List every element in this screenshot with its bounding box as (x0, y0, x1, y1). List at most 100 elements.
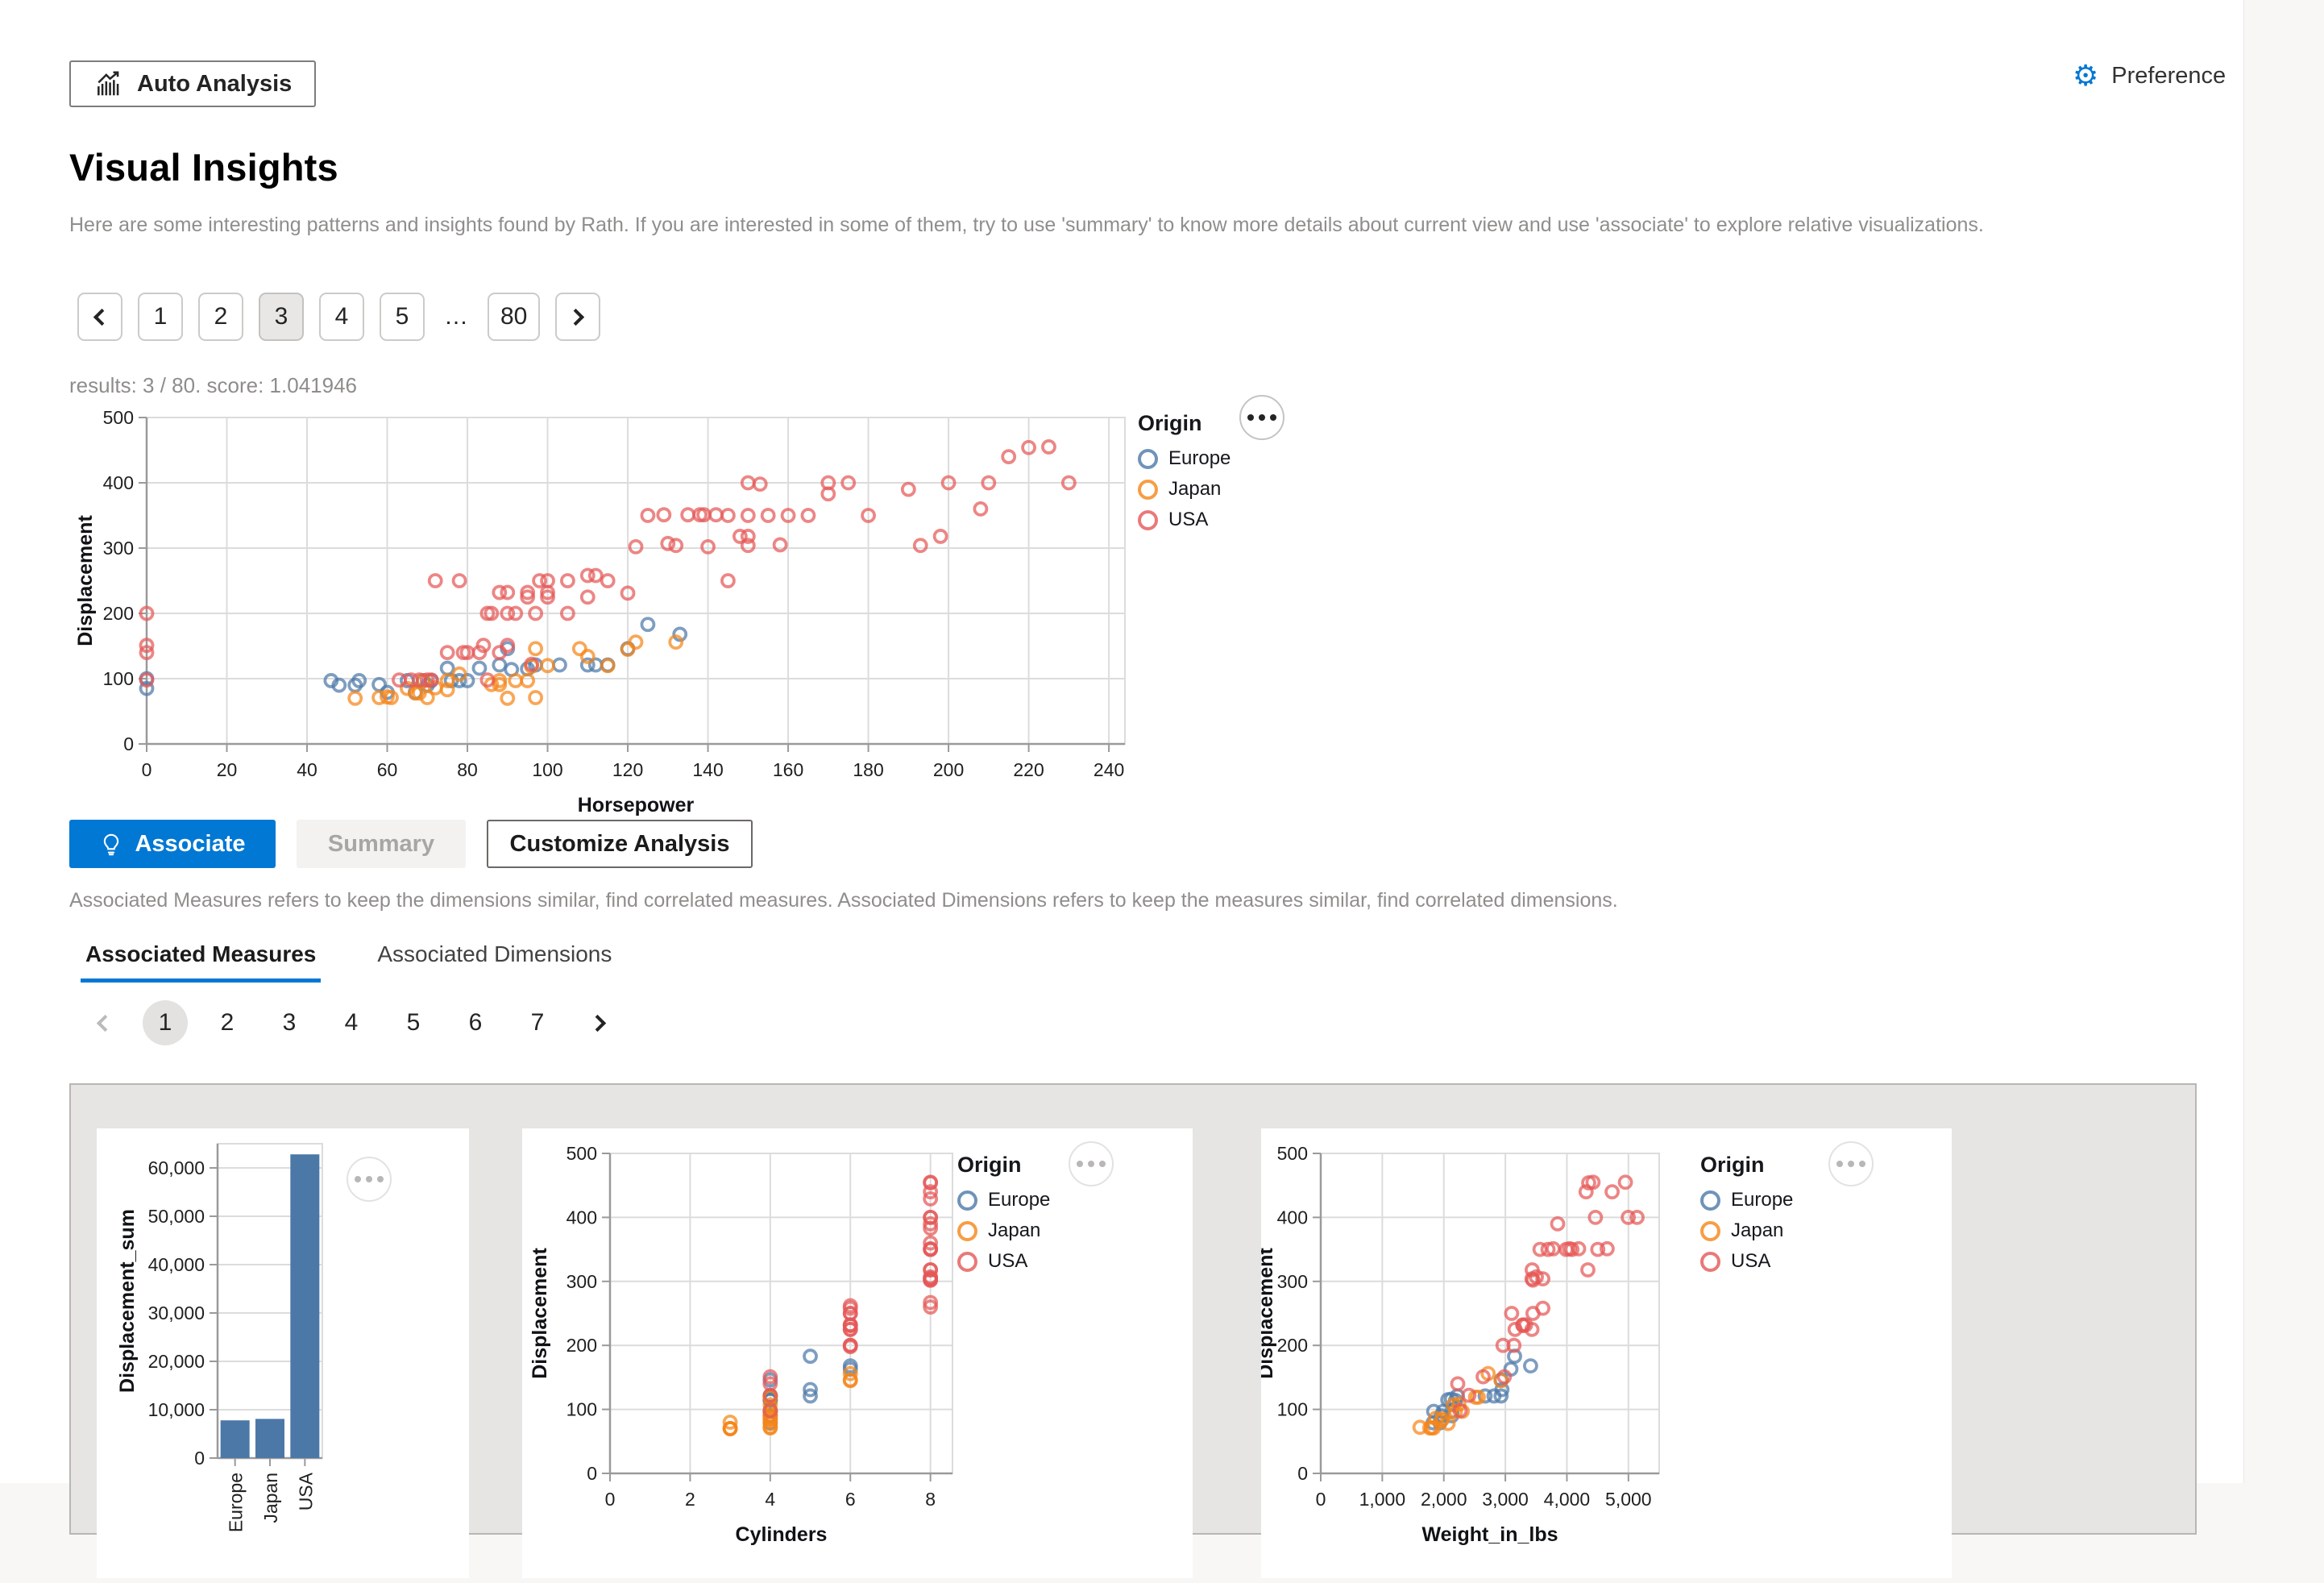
legend-label: USA (1168, 509, 1209, 530)
legend-ring-icon (1138, 479, 1158, 500)
svg-text:300: 300 (566, 1271, 597, 1292)
svg-text:8: 8 (925, 1489, 936, 1510)
svg-text:500: 500 (1277, 1143, 1308, 1164)
svg-text:0: 0 (1297, 1463, 1308, 1484)
page-button-80[interactable]: 80 (488, 293, 541, 341)
svg-text:80: 80 (457, 759, 478, 780)
svg-text:Displacement: Displacement (74, 515, 97, 646)
svg-text:0: 0 (1316, 1489, 1326, 1510)
origin-legend: Origin Europe Japan USA (1700, 1153, 1793, 1281)
chevron-left-icon (93, 308, 111, 326)
svg-text:120: 120 (612, 759, 643, 780)
chevron-right-icon (588, 1014, 607, 1032)
svg-text:3,000: 3,000 (1482, 1489, 1529, 1510)
svg-text:5,000: 5,000 (1605, 1489, 1652, 1510)
page-button-2[interactable]: 2 (198, 293, 243, 341)
legend-title: Origin (957, 1153, 1022, 1177)
preference-label: Preference (2111, 62, 2226, 89)
svg-text:1,000: 1,000 (1359, 1489, 1406, 1510)
svg-text:200: 200 (566, 1335, 597, 1356)
svg-text:4: 4 (765, 1489, 775, 1510)
page-button-4[interactable]: 4 (319, 293, 364, 341)
tab-associated-measures[interactable]: Associated Measures (81, 937, 322, 983)
svg-text:0: 0 (142, 759, 152, 780)
legend-title: Origin (1700, 1153, 1765, 1177)
legend-item[interactable]: USA (1138, 509, 1230, 531)
svg-text:400: 400 (103, 472, 134, 493)
dot-icon (1247, 414, 1254, 421)
summary-label: Summary (327, 830, 435, 857)
dot-icon (1099, 1161, 1106, 1167)
page-button-2[interactable]: 2 (220, 1009, 234, 1036)
legend-item[interactable]: Japan (957, 1219, 1050, 1242)
page-button-5[interactable]: 5 (406, 1009, 421, 1036)
svg-text:500: 500 (566, 1143, 597, 1164)
card-more-button[interactable] (1828, 1141, 1874, 1186)
auto-analysis-button[interactable]: Auto Analysis (69, 60, 317, 107)
origin-legend: Origin Europe Japan USA (1138, 411, 1230, 539)
svg-text:220: 220 (1013, 759, 1044, 780)
prev-page-button[interactable] (77, 293, 122, 341)
legend-label: Europe (988, 1189, 1051, 1211)
page-button-1[interactable]: 1 (138, 293, 183, 341)
cylinders-scatter-chart: 0 2 4 6 8 0 100 200 300 400 500 Cylinders Displaceme… (522, 1128, 1193, 1582)
associated-chart-card: 0 10,000 20,000 30,000 40,000 50,000 60,000 Eur… (97, 1128, 469, 1578)
associated-chart-card: 0 2 4 6 8 0 100 200 300 400 500 Cylinders Displaceme… (522, 1128, 1193, 1578)
origin-legend: Origin Europe Japan USA (957, 1153, 1050, 1281)
prev-page-button[interactable] (81, 1000, 126, 1045)
legend-item[interactable]: USA (1700, 1250, 1793, 1273)
svg-text:240: 240 (1094, 759, 1124, 780)
svg-text:4,000: 4,000 (1544, 1489, 1591, 1510)
legend-item[interactable]: Japan (1700, 1219, 1793, 1242)
main-chart-block: 0 20 40 60 80 100 120 140 160 180 200 220 240 0 100 200… (69, 395, 2243, 816)
next-page-button[interactable] (577, 1000, 622, 1045)
svg-text:10,000: 10,000 (148, 1399, 205, 1420)
page-button-3[interactable]: 3 (282, 1009, 297, 1036)
legend-ring-icon (957, 1190, 977, 1211)
svg-text:0: 0 (123, 733, 134, 754)
next-page-button[interactable] (555, 293, 601, 341)
page-button-6[interactable]: 6 (468, 1009, 483, 1036)
preference-button[interactable]: ⚙ Preference (2073, 61, 2226, 90)
svg-text:180: 180 (853, 759, 883, 780)
legend-item[interactable]: Japan (1138, 478, 1230, 501)
gear-icon: ⚙ (2073, 59, 2099, 92)
card-more-button[interactable] (1069, 1141, 1114, 1186)
page-button-3[interactable]: 3 (259, 293, 304, 341)
action-bar: Associate Summary Customize Analysis (69, 820, 2243, 868)
summary-button[interactable]: Summary (297, 820, 466, 868)
legend-item[interactable]: Europe (957, 1189, 1050, 1211)
customize-analysis-button[interactable]: Customize Analysis (487, 820, 753, 868)
associate-button[interactable]: Associate (69, 820, 276, 868)
svg-text:300: 300 (103, 538, 134, 559)
legend-label: Europe (1168, 447, 1231, 469)
customize-analysis-label: Customize Analysis (509, 830, 730, 857)
svg-text:300: 300 (1277, 1271, 1308, 1292)
main-scatter-chart: 0 20 40 60 80 100 120 140 160 180 200 220 240 0 100 200… (69, 405, 2243, 821)
svg-text:2,000: 2,000 (1421, 1489, 1467, 1510)
page-button-5[interactable]: 5 (380, 293, 425, 341)
svg-text:100: 100 (1277, 1399, 1308, 1420)
svg-text:40,000: 40,000 (148, 1254, 205, 1275)
page-gutter (2243, 0, 2324, 1483)
dot-icon (1088, 1161, 1094, 1167)
svg-text:Displacement: Displacement (529, 1248, 551, 1379)
card-more-button[interactable] (347, 1157, 392, 1202)
page-button-1[interactable]: 1 (143, 1000, 188, 1045)
svg-text:Displacement: Displacement (1261, 1248, 1277, 1379)
legend-item[interactable]: Europe (1138, 447, 1230, 470)
legend-ring-icon (1138, 509, 1158, 530)
lightbulb-icon (104, 833, 119, 856)
chart-more-button[interactable] (1239, 395, 1284, 440)
legend-item[interactable]: Europe (1700, 1189, 1793, 1211)
pagination-ellipsis: … (444, 303, 468, 330)
svg-text:6: 6 (845, 1489, 856, 1510)
legend-ring-icon (1138, 448, 1158, 469)
legend-item[interactable]: USA (957, 1250, 1050, 1273)
page-button-4[interactable]: 4 (344, 1009, 359, 1036)
page-button-7[interactable]: 7 (530, 1009, 545, 1036)
dot-icon (355, 1176, 361, 1182)
svg-text:400: 400 (566, 1207, 597, 1228)
svg-text:200: 200 (933, 759, 964, 780)
tab-associated-dimensions[interactable]: Associated Dimensions (377, 941, 612, 966)
